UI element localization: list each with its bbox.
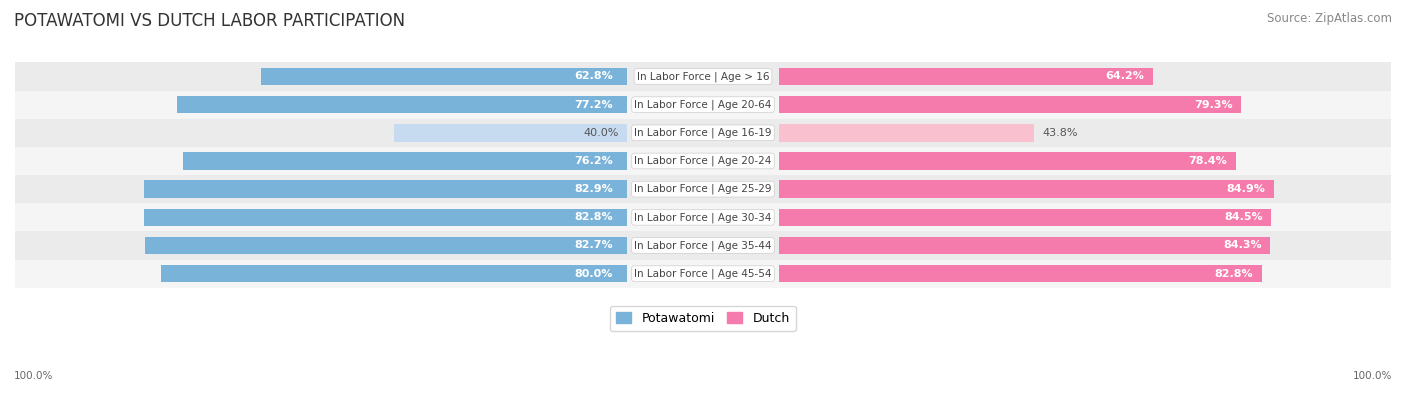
Bar	[15, 260, 1391, 288]
Bar	[15, 231, 1391, 260]
Bar	[779, 68, 1153, 85]
Text: 62.8%: 62.8%	[574, 71, 613, 81]
Text: 82.9%: 82.9%	[574, 184, 613, 194]
Bar	[177, 96, 627, 113]
Text: 78.4%: 78.4%	[1188, 156, 1227, 166]
Text: 77.2%: 77.2%	[574, 100, 613, 110]
Bar	[15, 147, 1391, 175]
Text: In Labor Force | Age 45-54: In Labor Force | Age 45-54	[634, 269, 772, 279]
Text: In Labor Force | Age 16-19: In Labor Force | Age 16-19	[634, 128, 772, 138]
Text: In Labor Force | Age 25-29: In Labor Force | Age 25-29	[634, 184, 772, 194]
Bar	[145, 209, 627, 226]
Bar	[779, 124, 1035, 141]
Text: Source: ZipAtlas.com: Source: ZipAtlas.com	[1267, 12, 1392, 25]
Text: 100.0%: 100.0%	[14, 371, 53, 381]
Bar	[143, 181, 627, 198]
Text: POTAWATOMI VS DUTCH LABOR PARTICIPATION: POTAWATOMI VS DUTCH LABOR PARTICIPATION	[14, 12, 405, 30]
Text: 82.8%: 82.8%	[1215, 269, 1253, 278]
Bar	[15, 119, 1391, 147]
Text: 43.8%: 43.8%	[1043, 128, 1078, 138]
Text: 100.0%: 100.0%	[1353, 371, 1392, 381]
Bar	[262, 68, 627, 85]
Text: 40.0%: 40.0%	[583, 128, 619, 138]
Text: 79.3%: 79.3%	[1194, 100, 1233, 110]
Text: In Labor Force | Age > 16: In Labor Force | Age > 16	[637, 71, 769, 82]
Bar	[15, 62, 1391, 90]
Bar	[779, 181, 1274, 198]
Text: 80.0%: 80.0%	[574, 269, 613, 278]
Bar	[779, 152, 1236, 170]
Text: In Labor Force | Age 20-24: In Labor Force | Age 20-24	[634, 156, 772, 166]
Legend: Potawatomi, Dutch: Potawatomi, Dutch	[610, 306, 796, 331]
Text: In Labor Force | Age 20-64: In Labor Force | Age 20-64	[634, 100, 772, 110]
Bar	[779, 265, 1261, 282]
Bar	[183, 152, 627, 170]
Text: 84.9%: 84.9%	[1226, 184, 1265, 194]
Bar	[160, 265, 627, 282]
Text: 64.2%: 64.2%	[1105, 71, 1144, 81]
Bar	[15, 90, 1391, 119]
Bar	[145, 237, 627, 254]
Text: 82.8%: 82.8%	[574, 213, 613, 222]
Text: 84.5%: 84.5%	[1225, 213, 1263, 222]
Text: In Labor Force | Age 35-44: In Labor Force | Age 35-44	[634, 240, 772, 251]
Text: 76.2%: 76.2%	[574, 156, 613, 166]
Bar	[394, 124, 627, 141]
Bar	[779, 209, 1271, 226]
Text: 82.7%: 82.7%	[574, 241, 613, 250]
Text: In Labor Force | Age 30-34: In Labor Force | Age 30-34	[634, 212, 772, 222]
Text: 84.3%: 84.3%	[1223, 241, 1261, 250]
Bar	[779, 237, 1270, 254]
Bar	[779, 96, 1241, 113]
Bar	[15, 175, 1391, 203]
Bar	[15, 203, 1391, 231]
